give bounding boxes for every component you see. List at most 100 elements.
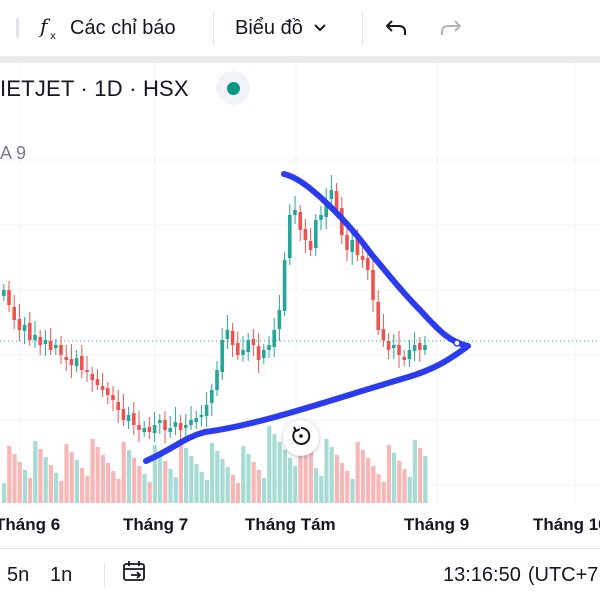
volume-bar [184,448,189,503]
candle-body [126,415,131,421]
volume-bar [225,467,230,503]
candle-body [350,240,354,252]
candle-body [355,239,360,255]
symbol-header[interactable]: IETJET · 1D · HSX [0,72,189,106]
interval-5n-label: 5n [7,563,30,586]
candle-body [184,425,188,428]
chart-type-button[interactable]: Biểu đồ [235,0,327,56]
undo-button[interactable] [383,0,409,56]
volume-bar [267,426,272,503]
candle-body [2,290,6,296]
market-status-dot[interactable] [216,71,250,105]
indicator-legend[interactable]: A 9 [0,143,27,163]
x-axis-label: Tháng 6 [0,515,61,534]
volume-bar [178,440,183,503]
volume-bar [277,442,282,503]
chart-type-label: Biểu đồ [235,16,303,39]
candle-body [74,358,79,366]
volume-bar [407,477,412,503]
volume-bar [111,471,116,503]
redo-arrow-icon [438,17,464,39]
candle-body [194,418,198,422]
candle-body [376,302,380,330]
volume-bar [355,442,360,503]
candle-body [210,390,214,403]
volume-bar [381,482,386,503]
candle-body [329,190,334,199]
volume-bar [241,446,246,503]
go-to-date-icon [122,560,148,590]
volume-bar [308,445,313,503]
candle-body [272,330,276,347]
clock-timezone[interactable]: 13:16:50 (UTC+7 [443,549,598,601]
volume-bar [371,466,376,503]
candle-body [17,319,22,330]
candle-body [152,425,157,433]
candle-body [392,345,396,348]
candle-body [95,379,100,385]
candle-body [215,370,219,390]
candle-body [142,428,146,432]
volume-bar [17,462,22,503]
candle-body [59,345,63,355]
volume-bar [199,472,204,503]
x-axis-label: Tháng 9 [404,515,470,534]
candle-body [324,200,328,217]
toolbar-divider [213,12,214,46]
candle-body [48,341,53,350]
candle-body [90,374,94,380]
toolbar-divider [362,12,363,46]
candle-body [267,345,271,350]
candle-body [189,420,193,425]
candle-body [100,386,105,390]
candle-body [111,395,115,400]
volume-bars [2,426,428,503]
redo-button[interactable] [438,0,464,56]
volume-bar [43,457,48,503]
volume-bar [152,445,157,503]
volume-bar [314,468,319,503]
candle-body [386,341,391,350]
candle-body [163,420,167,430]
x-axis-label: Tháng 7 [123,515,189,534]
go-to-date-button[interactable] [122,549,148,601]
candle-body [371,270,375,300]
candle-body [303,229,308,240]
candle-body [147,427,152,432]
volume-bar [85,476,90,503]
timezone-label: (UTC+7 [527,563,599,586]
interval-1n-button[interactable]: 1n [50,549,72,601]
function-fx-icon: f x [38,14,62,42]
volume-bar [293,466,298,503]
x-axis-label: Tháng 10 [533,515,600,534]
candle-body [132,413,136,425]
price-chart[interactable] [0,63,600,548]
candle-body [236,343,240,355]
reset-chart-button[interactable] [283,420,319,456]
candle-body [43,340,48,344]
volume-bar [100,455,105,503]
candle-body [173,422,178,427]
toolbar-separator-band [0,56,600,63]
volume-bar [158,453,163,503]
candle-body [116,402,120,410]
volume-bar [303,437,308,503]
candle-body [277,310,282,329]
candle-body [121,409,126,420]
candle-body [220,340,224,372]
volume-bar [142,474,147,503]
candle-body [407,350,412,359]
interval-5n-button[interactable]: 5n [7,549,29,601]
candle-body [381,329,386,340]
volume-bar [121,442,126,503]
volume-bar [262,478,267,503]
candle-body [288,215,292,258]
candle-body [7,290,11,305]
volume-bar [412,440,417,503]
volume-bar [392,453,397,503]
volume-bar [334,455,339,503]
volume-bar [350,479,355,503]
volume-bar [423,456,428,503]
triangle-drawing [143,171,471,464]
indicators-button[interactable]: f x Các chỉ báo [38,0,176,56]
